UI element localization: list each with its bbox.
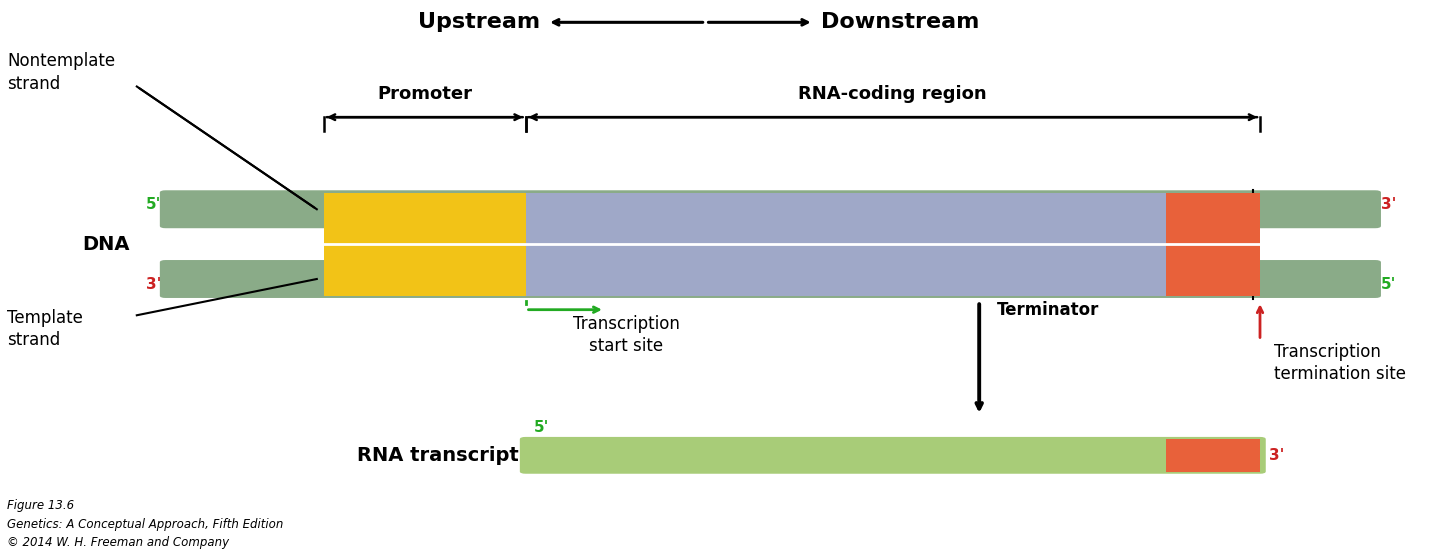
Text: © 2014 W. H. Freeman and Company: © 2014 W. H. Freeman and Company <box>7 536 229 549</box>
Text: 3': 3' <box>1269 448 1284 463</box>
Text: Figure 13.6: Figure 13.6 <box>7 499 75 512</box>
Text: Terminator: Terminator <box>996 301 1099 319</box>
Text: Template
strand: Template strand <box>7 309 84 349</box>
Text: 5': 5' <box>145 197 161 211</box>
Text: 3': 3' <box>1381 197 1397 211</box>
Text: Genetics: A Conceptual Approach, Fifth Edition: Genetics: A Conceptual Approach, Fifth E… <box>7 518 284 531</box>
Text: Upstream: Upstream <box>418 12 540 32</box>
Text: 5': 5' <box>1381 277 1397 291</box>
Bar <box>1166 439 1260 472</box>
FancyBboxPatch shape <box>160 190 1381 228</box>
Bar <box>324 193 526 296</box>
Text: DNA: DNA <box>82 234 130 254</box>
FancyBboxPatch shape <box>520 437 1266 474</box>
Text: 5': 5' <box>534 420 550 435</box>
FancyBboxPatch shape <box>160 260 1381 298</box>
Bar <box>1166 193 1260 296</box>
Bar <box>526 193 1260 296</box>
Text: Nontemplate
strand: Nontemplate strand <box>7 52 115 93</box>
Text: Promoter: Promoter <box>377 85 472 103</box>
Text: RNA transcript: RNA transcript <box>357 446 518 465</box>
Text: Downstream: Downstream <box>821 12 979 32</box>
Text: Transcription
start site: Transcription start site <box>573 315 680 355</box>
Text: RNA-coding region: RNA-coding region <box>799 85 986 103</box>
Text: Transcription
termination site: Transcription termination site <box>1274 343 1407 383</box>
Text: 3': 3' <box>145 277 161 291</box>
